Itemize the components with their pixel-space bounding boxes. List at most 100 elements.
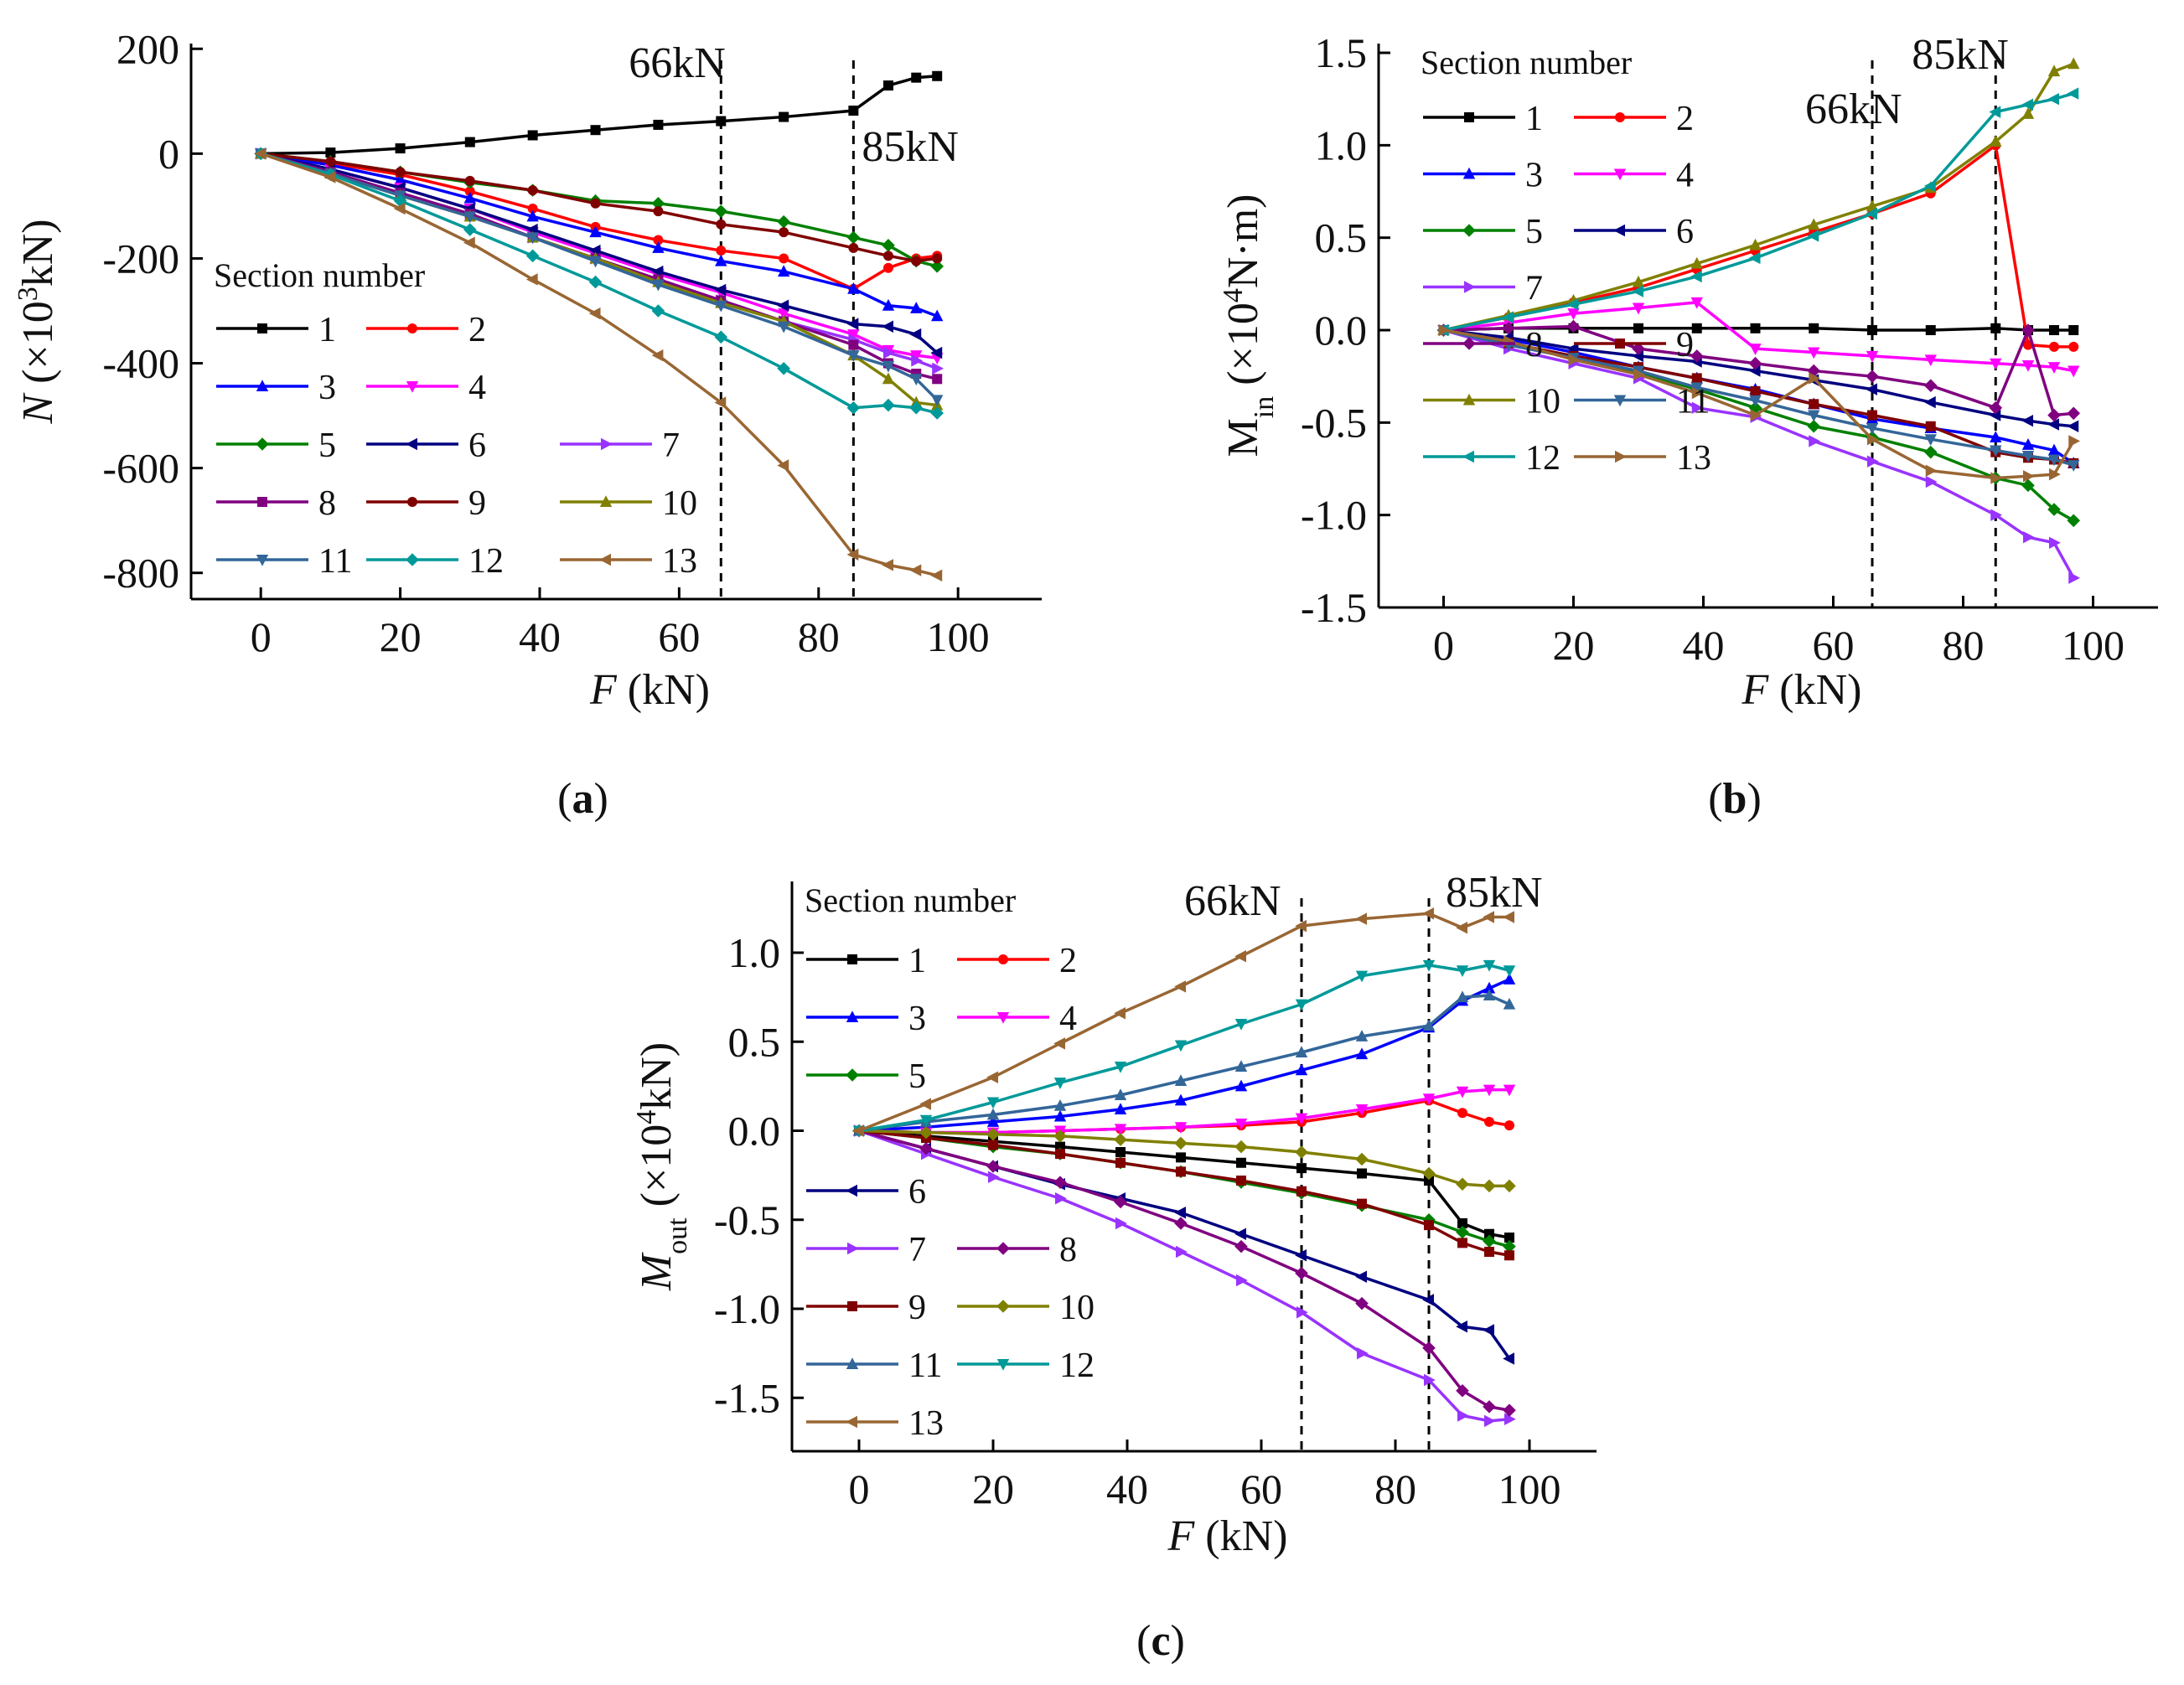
vline-label: 66kN	[1184, 877, 1281, 925]
series-1	[256, 70, 943, 159]
legend-label: 4	[468, 369, 486, 407]
x-axis-unit: (kN)	[617, 666, 710, 714]
y-tick-label: -1.5	[714, 1374, 780, 1421]
data-point	[1422, 1166, 1436, 1181]
legend-label: 13	[908, 1404, 944, 1443]
data-point	[2049, 341, 2059, 352]
legend-label: 3	[318, 369, 336, 407]
data-point	[652, 241, 665, 253]
caption-letter: b	[1723, 775, 1747, 823]
x-axis-title: F (kN)	[1742, 666, 1862, 714]
legend-marker	[1615, 339, 1625, 349]
data-point	[1808, 410, 1820, 422]
legend-marker	[1464, 281, 1476, 293]
y-tick-label: -600	[102, 445, 179, 492]
legend-entry-2: 2	[1574, 100, 1694, 138]
data-point	[1055, 1149, 1065, 1160]
data-point	[714, 283, 727, 297]
data-point	[393, 202, 406, 215]
data-point	[1114, 1088, 1127, 1100]
data-point	[1691, 323, 1702, 333]
data-point	[846, 318, 859, 330]
data-point	[1424, 1176, 1434, 1186]
data-point	[777, 265, 790, 277]
legend-label: 12	[468, 542, 504, 581]
data-point	[779, 111, 789, 122]
data-point	[2049, 468, 2061, 481]
data-point	[1809, 323, 1819, 333]
data-point	[1990, 445, 2002, 457]
y-tick-label: 0	[158, 130, 179, 177]
data-point	[1357, 1198, 1367, 1209]
data-point	[882, 80, 893, 91]
x-tick-label: 20	[972, 1465, 1014, 1512]
data-point	[1923, 379, 1938, 393]
data-point	[590, 125, 601, 136]
x-tick-label: 0	[1433, 622, 1454, 669]
data-point	[1503, 1239, 1516, 1253]
data-point	[1483, 1179, 1496, 1193]
legend-marker	[996, 1012, 1010, 1024]
data-point	[1990, 135, 2002, 147]
data-point	[1749, 344, 1762, 355]
x-tick-label: 40	[519, 613, 561, 660]
data-point	[1866, 383, 1877, 395]
data-point	[1503, 1179, 1516, 1193]
data-point	[1502, 311, 1514, 323]
legend-label: 6	[1676, 213, 1694, 251]
data-point	[2047, 503, 2061, 516]
data-point	[846, 401, 861, 415]
data-point	[1484, 1414, 1496, 1428]
data-point	[777, 459, 789, 472]
legend-marker	[1462, 167, 1476, 179]
data-point	[1504, 1120, 1514, 1131]
data-point	[1503, 1403, 1516, 1417]
data-point	[1807, 419, 1821, 433]
data-point	[714, 330, 728, 344]
legend-label: 11	[318, 542, 352, 581]
data-point	[1867, 455, 1879, 468]
data-point	[2049, 325, 2059, 336]
data-point	[254, 147, 267, 160]
data-point	[1504, 1233, 1514, 1243]
data-point	[1502, 322, 1515, 335]
data-point	[2068, 325, 2079, 336]
data-point	[1114, 1124, 1127, 1136]
data-point	[986, 1108, 1000, 1120]
data-point	[910, 374, 923, 386]
legend-entry-9: 9	[366, 484, 486, 523]
data-point	[589, 256, 602, 268]
vline-label: 66kN	[629, 39, 726, 87]
data-point	[2023, 470, 2035, 483]
x-tick-label: 20	[1553, 622, 1595, 669]
caption-letter: c	[1151, 1617, 1170, 1665]
legend-entry-1: 1	[806, 942, 926, 980]
data-point	[1053, 1176, 1067, 1189]
legend-label: 10	[1525, 383, 1560, 421]
data-point	[463, 211, 476, 224]
y-axis-unit-post: N·m)	[1219, 194, 1267, 289]
data-point	[1633, 323, 1643, 333]
data-point	[911, 72, 922, 83]
data-point	[1483, 1400, 1496, 1414]
caption-letter: a	[572, 775, 594, 823]
data-point	[777, 308, 790, 320]
data-point	[777, 361, 790, 375]
data-point	[1234, 1239, 1248, 1253]
data-point	[463, 191, 476, 204]
legend-entry-12: 12	[1423, 439, 1560, 478]
legend-entry-4: 4	[1574, 157, 1694, 195]
data-point	[1295, 1145, 1308, 1159]
legend-label: 7	[1525, 270, 1543, 308]
legend-label: 11	[1676, 383, 1710, 421]
legend-entry-9: 9	[1574, 326, 1694, 364]
data-point	[1691, 401, 1704, 414]
data-point	[1115, 1147, 1126, 1157]
y-tick-label: 0.0	[1315, 307, 1368, 354]
x-axis-title: F (kN)	[1167, 1512, 1288, 1560]
data-point	[325, 147, 336, 158]
data-point	[1923, 395, 1936, 409]
data-point	[2021, 359, 2035, 372]
legend-entry-5: 5	[806, 1057, 926, 1096]
data-point	[1484, 1228, 1494, 1239]
